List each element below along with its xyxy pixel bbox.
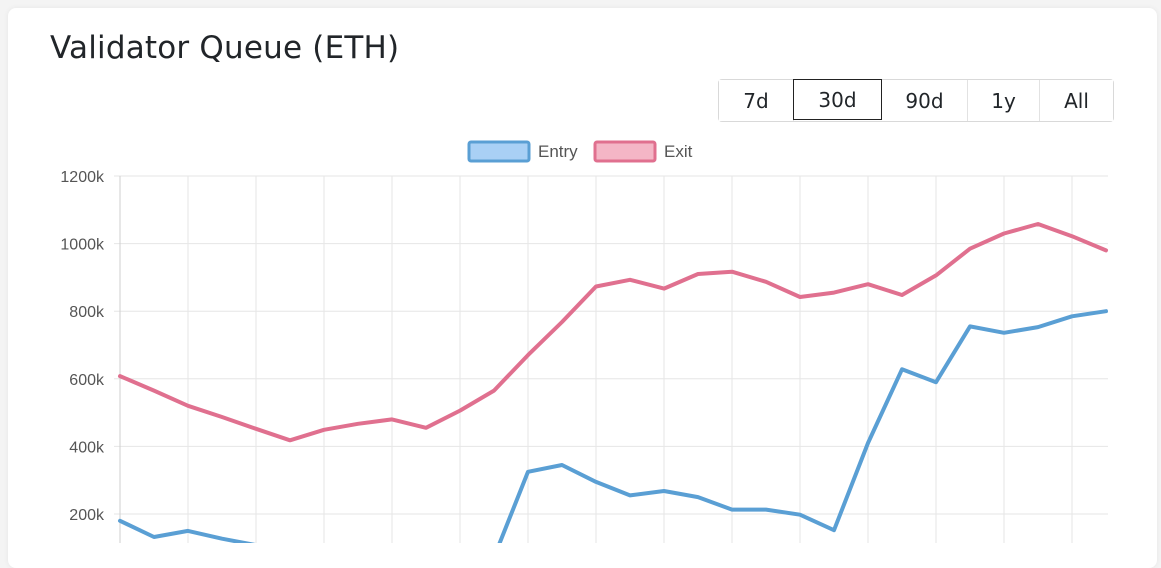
legend-exit-swatch[interactable] bbox=[593, 140, 657, 163]
y-tick-label: 200k bbox=[69, 507, 105, 524]
legend-entry-label[interactable]: Entry bbox=[538, 142, 578, 161]
chart-grid bbox=[114, 175, 1108, 543]
y-tick-label: 1200k bbox=[60, 169, 105, 186]
card-title: Validator Queue (ETH) bbox=[50, 30, 400, 66]
chart-legend: Entry Exit bbox=[467, 140, 693, 163]
series-line-exit[interactable] bbox=[118, 222, 1108, 443]
range-button-1y[interactable]: 1y bbox=[968, 80, 1040, 121]
y-tick-label: 800k bbox=[69, 304, 105, 321]
chart-series bbox=[118, 222, 1108, 543]
y-tick-label: 1000k bbox=[60, 237, 105, 254]
y-tick-label: 400k bbox=[69, 439, 105, 456]
legend-entry-swatch[interactable] bbox=[467, 140, 531, 163]
y-axis: 1200k 1000k 800k 600k 400k 200k bbox=[60, 169, 121, 543]
range-button-90d[interactable]: 90d bbox=[882, 80, 968, 121]
range-button-all[interactable]: All bbox=[1040, 80, 1113, 121]
range-button-30d[interactable]: 30d bbox=[793, 79, 882, 120]
legend-exit-label[interactable]: Exit bbox=[664, 142, 693, 161]
y-tick-label: 600k bbox=[69, 372, 105, 389]
series-line-entry[interactable] bbox=[118, 309, 1108, 543]
line-chart: 1200k 1000k 800k 600k 400k 200k Entry Exit bbox=[60, 140, 1108, 543]
time-range-selector: 7d 30d 90d 1y All bbox=[718, 79, 1114, 122]
